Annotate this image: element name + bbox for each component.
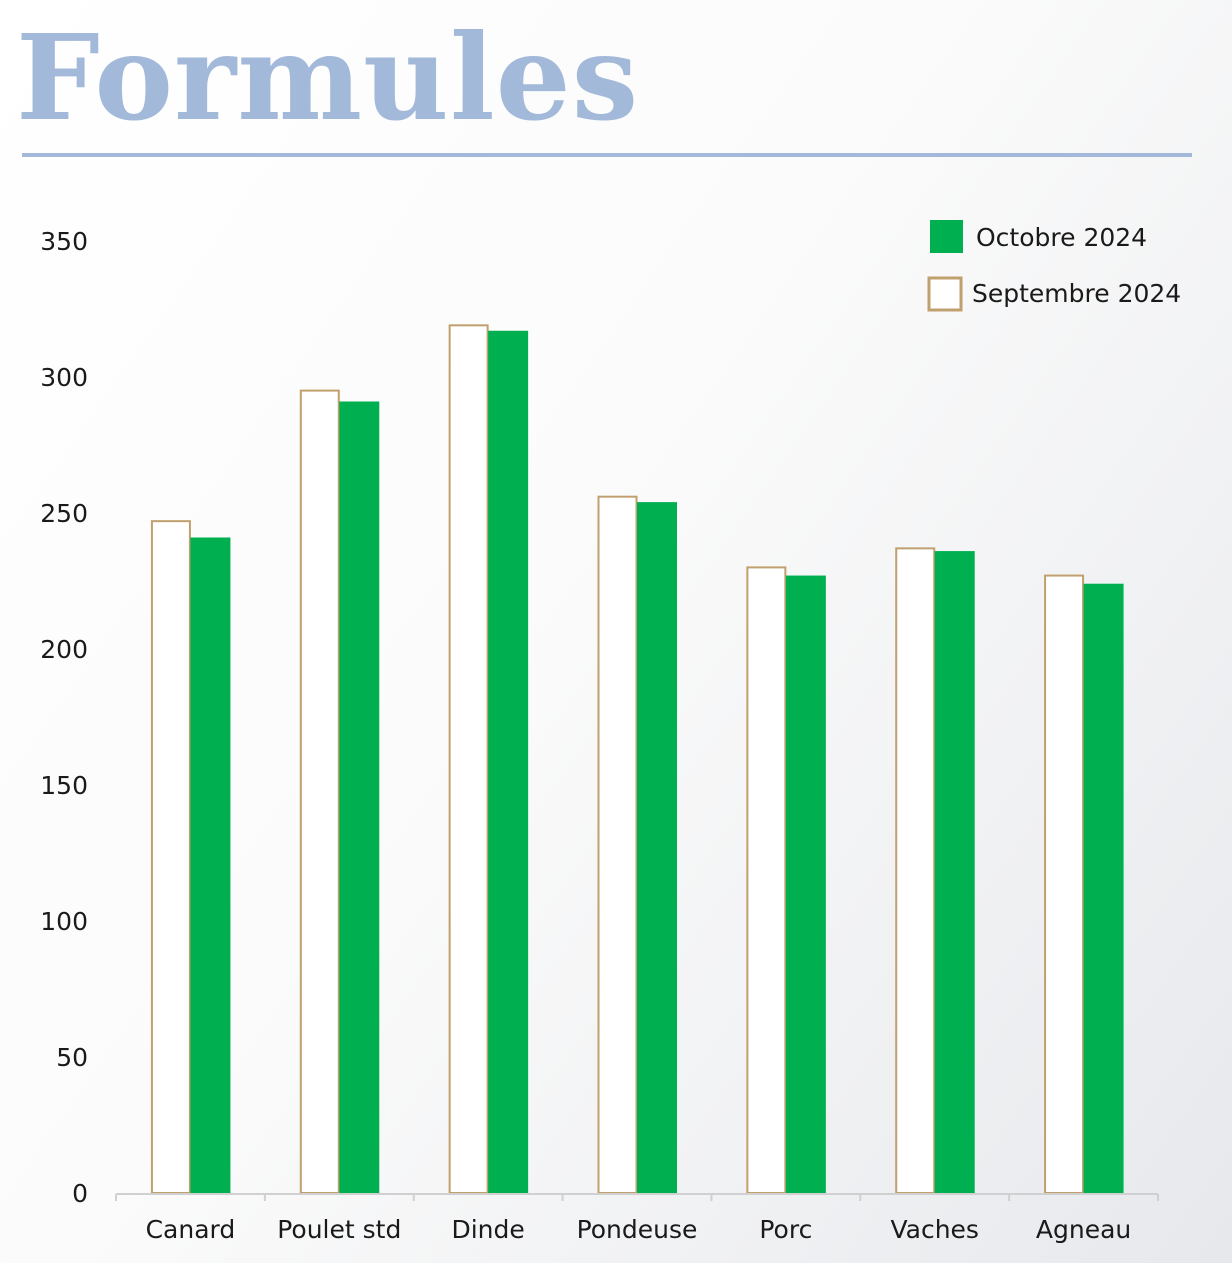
bar-octobre-dinde — [488, 330, 529, 1193]
bars — [150, 324, 1124, 1195]
x-tick-label: Pondeuse — [577, 1215, 698, 1244]
x-tick-label: Vaches — [890, 1215, 978, 1244]
legend-label-octobre: Octobre 2024 — [976, 223, 1147, 252]
bar-octobre-pondeuse — [637, 502, 677, 1193]
x-tick-label: Dinde — [451, 1215, 524, 1244]
y-tick-label: 0 — [72, 1179, 88, 1208]
x-tick-label: Agneau — [1036, 1215, 1131, 1244]
bar-septembre-dinde — [448, 324, 489, 1194]
bar-octobre-porc — [785, 575, 826, 1193]
y-tick-label: 350 — [40, 227, 88, 256]
x-axis-ticks — [115, 1194, 1159, 1201]
y-tick-label: 300 — [40, 363, 88, 392]
bar-octobre-poulet-std — [339, 401, 380, 1194]
bar-septembre-vaches — [895, 547, 936, 1194]
y-axis: 0 50 100 150 200 250 300 350 — [40, 227, 88, 1208]
x-axis-labels: Canard Poulet std Dinde Pondeuse Porc Vaches A… — [146, 1215, 1132, 1244]
legend-label-septembre: Septembre 2024 — [972, 279, 1181, 308]
x-tick-label: Porc — [759, 1215, 812, 1244]
y-tick-label: 250 — [40, 499, 88, 528]
bar-septembre-porc — [746, 566, 787, 1194]
x-tick-label: Poulet std — [277, 1215, 401, 1244]
bar-octobre-agneau — [1083, 583, 1124, 1193]
bar-octobre-canard — [190, 537, 231, 1193]
y-tick-label: 150 — [40, 771, 88, 800]
bar-octobre-vaches — [934, 551, 975, 1193]
legend-swatch-octobre — [930, 220, 963, 253]
bar-septembre-canard — [150, 520, 191, 1194]
legend-swatch-septembre — [927, 276, 963, 312]
x-tick-label: Canard — [146, 1215, 236, 1244]
bar-septembre-agneau — [1044, 574, 1085, 1194]
bar-septembre-poulet-std — [299, 389, 340, 1195]
page-title: Formules — [16, 8, 640, 147]
y-tick-label: 200 — [40, 635, 88, 664]
y-tick-label: 50 — [56, 1043, 88, 1072]
y-tick-label: 100 — [40, 907, 88, 936]
legend: Octobre 2024 Septembre 2024 — [927, 220, 1181, 312]
title-divider — [22, 153, 1192, 157]
bar-septembre-pondeuse — [597, 495, 638, 1194]
